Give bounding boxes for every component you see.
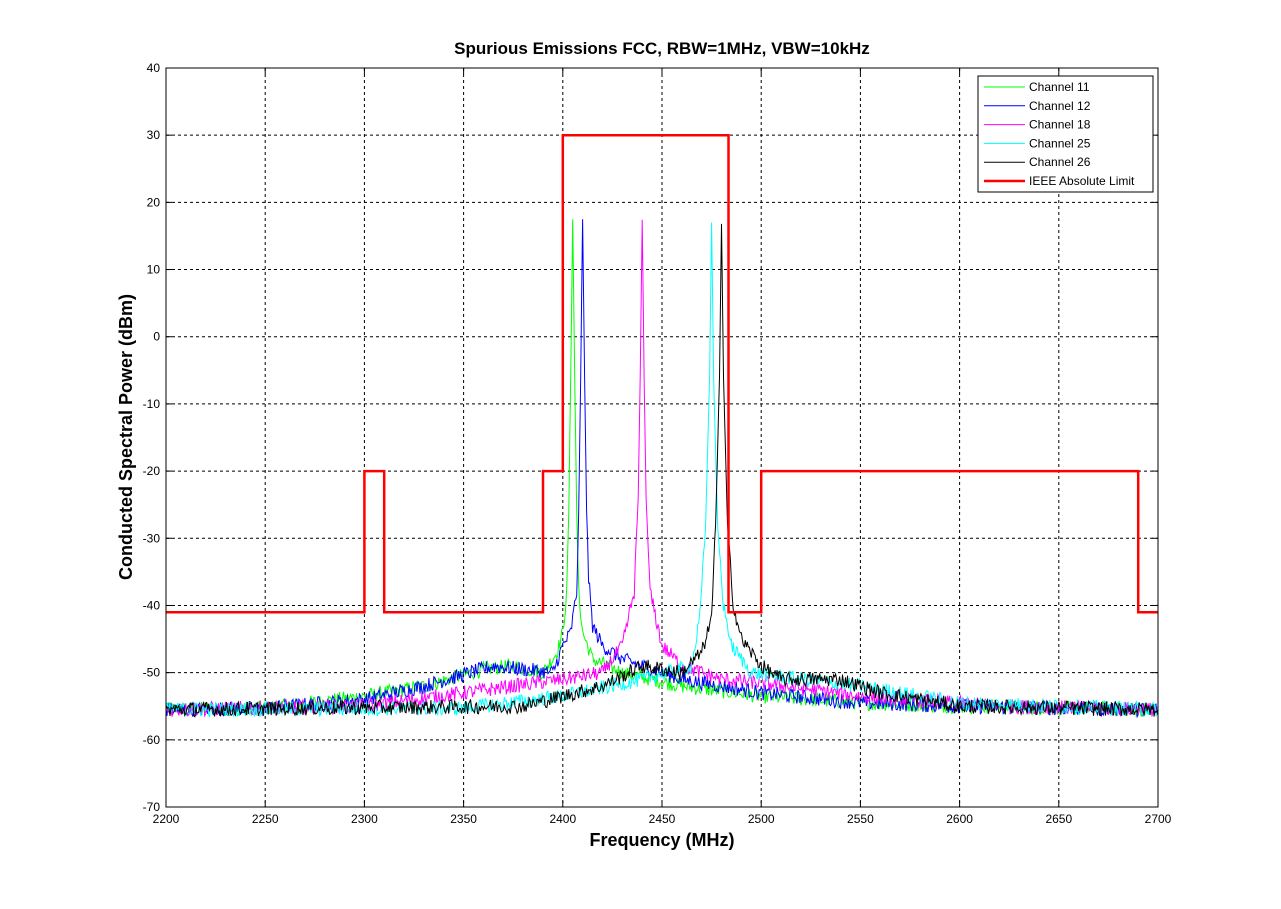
series-lines — [165, 133, 1159, 719]
y-tick-label: -70 — [143, 800, 161, 814]
y-axis-label: Conducted Spectral Power (dBm) — [116, 294, 136, 580]
y-tick-label: -30 — [143, 531, 161, 545]
series-line-channel-26 — [165, 223, 1159, 718]
x-tick-label: 2450 — [649, 812, 676, 826]
x-tick-label: 2200 — [153, 812, 180, 826]
y-tick-label: 20 — [147, 195, 161, 209]
y-tick-label: 40 — [147, 61, 161, 75]
legend-label: IEEE Absolute Limit — [1029, 174, 1135, 188]
series-line-ieee-limit — [166, 133, 1158, 614]
x-axis-label: Frequency (MHz) — [589, 830, 734, 850]
y-tick-label: 10 — [147, 263, 161, 277]
y-tick-label: 0 — [153, 330, 160, 344]
legend-label: Channel 26 — [1029, 155, 1091, 169]
x-tick-label: 2550 — [847, 812, 874, 826]
y-tick-label: -40 — [143, 598, 161, 612]
y-tick-label: -60 — [143, 733, 161, 747]
chart-title: Spurious Emissions FCC, RBW=1MHz, VBW=10… — [454, 39, 870, 58]
y-tick-label: 30 — [147, 128, 161, 142]
y-tick-label: -20 — [143, 464, 161, 478]
legend-label: Channel 25 — [1029, 136, 1091, 150]
x-tick-label: 2300 — [351, 812, 378, 826]
x-tick-label: 2250 — [252, 812, 279, 826]
x-tick-label: 2400 — [549, 812, 576, 826]
x-tick-label: 2500 — [748, 812, 775, 826]
legend-label: Channel 12 — [1029, 99, 1091, 113]
series-line-channel-25 — [165, 222, 1159, 718]
x-tick-label: 2350 — [450, 812, 477, 826]
plot-frame — [165, 67, 1159, 808]
x-tick-label: 2650 — [1045, 812, 1072, 826]
ticks: 2200 2250 2300 2350 2400 2450 2500 2550 2600 2650… — [143, 61, 1172, 826]
legend-label: Channel 18 — [1029, 118, 1091, 132]
legend-box — [977, 75, 1154, 193]
legend-label: Channel 11 — [1029, 80, 1090, 94]
y-tick-label: -10 — [143, 397, 161, 411]
legend: Channel 11 Channel 12 Channel 18 Channel 25… — [977, 75, 1154, 193]
x-tick-label: 2700 — [1145, 812, 1172, 826]
y-tick-label: -50 — [143, 666, 161, 680]
x-tick-label: 2600 — [946, 812, 973, 826]
